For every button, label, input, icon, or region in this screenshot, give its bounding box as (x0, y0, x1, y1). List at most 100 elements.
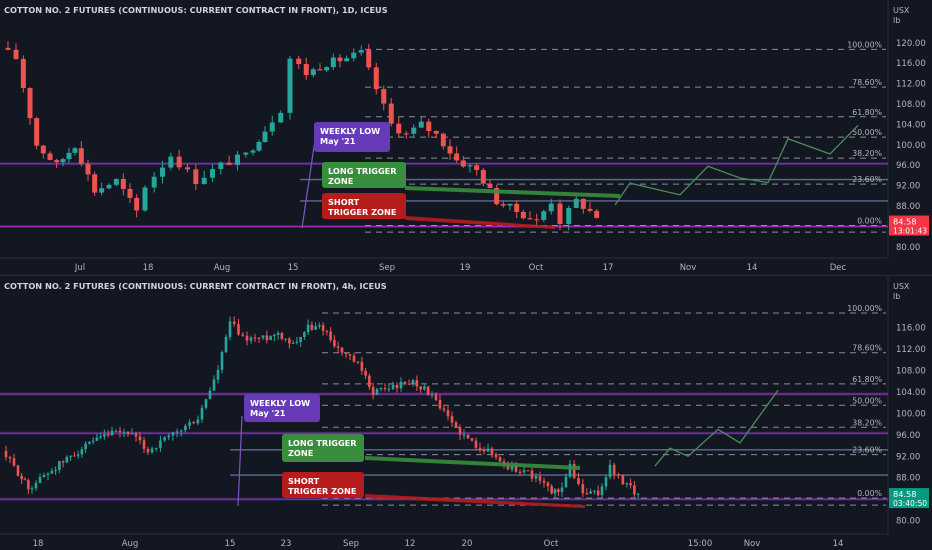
weekly-low-label-line: May '21 (320, 136, 356, 146)
candle-body (490, 448, 494, 455)
candle-body (360, 361, 364, 371)
candle-body (520, 211, 526, 219)
weekly-low-label-line: May '21 (250, 408, 286, 418)
candle-body (470, 438, 474, 441)
candle-body (278, 112, 284, 123)
candle-body (200, 407, 204, 420)
candle-body (395, 384, 399, 389)
x-tick-label: 20 (462, 539, 473, 549)
weekly-low-connector (301, 139, 316, 229)
candle-body (550, 486, 553, 494)
candle-body (486, 448, 490, 452)
candle-body (50, 470, 54, 474)
candle-body (303, 64, 309, 76)
y-tick-label: 108.00 (896, 100, 926, 110)
price-tag (889, 215, 929, 236)
candle-body (415, 380, 419, 387)
candle-body (566, 207, 572, 224)
candle-body (193, 169, 199, 185)
weekly-low-label-line: WEEKLY LOW (320, 126, 380, 136)
short-trigger-zone-label-line: TRIGGER ZONE (328, 207, 396, 217)
candle-body (91, 440, 95, 442)
candle-body (573, 198, 579, 208)
fib-label: 0.00% (857, 489, 882, 498)
daily-chart[interactable]: COTTON NO. 2 FUTURES (CONTINUOUS: CURREN… (0, 0, 932, 275)
candle-body (557, 489, 560, 492)
candle-body (325, 330, 329, 332)
candle-body (92, 174, 98, 193)
candle-body (235, 154, 240, 165)
candle-body (548, 203, 554, 212)
short-zone-connector (405, 216, 555, 229)
y-tick-label: 112.00 (896, 345, 926, 355)
panel-separator (0, 275, 932, 276)
candle-body (487, 183, 493, 188)
x-tick-label: 15 (288, 263, 299, 273)
candle-body (106, 184, 112, 189)
candle-body (299, 336, 302, 342)
candle-body (122, 431, 126, 433)
candle-body (65, 456, 69, 463)
candle-body (66, 152, 72, 160)
candle-body (418, 121, 424, 128)
unit-label: lb (893, 292, 900, 301)
weekly-low-connector (237, 415, 243, 507)
y-tick-label: 116.00 (896, 59, 926, 69)
y-tick-label: 104.00 (896, 388, 926, 398)
candle-body (534, 476, 538, 479)
four-hour-chart[interactable]: COTTON NO. 2 FUTURES (CONTINUOUS: CURREN… (0, 276, 932, 550)
candle-body (364, 370, 367, 376)
y-tick-label: 88.00 (896, 474, 920, 484)
fib-label: 38.20% (852, 149, 882, 158)
candle-body (40, 145, 46, 154)
bar-countdown: 03:40:50 (893, 499, 927, 508)
candle-body (34, 482, 38, 489)
candle-body (237, 324, 240, 335)
candle-body (450, 416, 454, 423)
candle-body (587, 208, 593, 211)
x-tick-label: 23 (281, 539, 292, 549)
candle-body (284, 338, 287, 340)
candle-body (314, 326, 317, 330)
candle-body (480, 169, 486, 184)
weekly-low-label-line: WEEKLY LOW (250, 398, 310, 408)
candle-body (196, 419, 200, 424)
candle-body (534, 219, 540, 221)
x-tick-label: 15 (225, 539, 236, 549)
candle-body (585, 493, 589, 495)
candle-body (340, 347, 344, 353)
fib-label: 50.00% (852, 128, 882, 137)
candle-body (336, 346, 340, 348)
candle-body (460, 160, 466, 167)
candle-body (208, 390, 212, 400)
candle-body (184, 425, 187, 431)
candle-body (403, 133, 409, 135)
long-trigger-zone-label: LONG TRIGGER ZONE (328, 166, 397, 186)
candle-body (138, 436, 142, 441)
candle-body (572, 463, 576, 478)
candle-body (114, 430, 118, 432)
last-price: 84.58 (893, 489, 916, 499)
x-tick-label: Oct (529, 263, 544, 273)
candle-body (120, 178, 126, 189)
short-trigger-zone-label-line: TRIGGER ZONE (288, 486, 356, 496)
candle-body (344, 352, 348, 355)
candle-body (403, 381, 407, 384)
candle-body (204, 399, 208, 408)
candle-body (4, 450, 8, 458)
long-trigger-zone-label-line: ZONE (328, 176, 353, 186)
long-trigger-zone-label-line: LONG TRIGGER (328, 166, 397, 176)
y-tick-label: 116.00 (896, 324, 926, 334)
candle-body (430, 394, 434, 396)
candle-body (411, 127, 417, 134)
candle-body (310, 324, 314, 330)
y-tick-label: 80.00 (896, 243, 920, 253)
candle-body (54, 160, 60, 163)
candle-body (506, 464, 510, 470)
candle-body (127, 188, 133, 198)
candle-body (306, 324, 310, 333)
candle-body (12, 458, 16, 466)
candle-body (458, 427, 462, 435)
candle-body (118, 430, 122, 433)
candle-body (8, 457, 12, 459)
